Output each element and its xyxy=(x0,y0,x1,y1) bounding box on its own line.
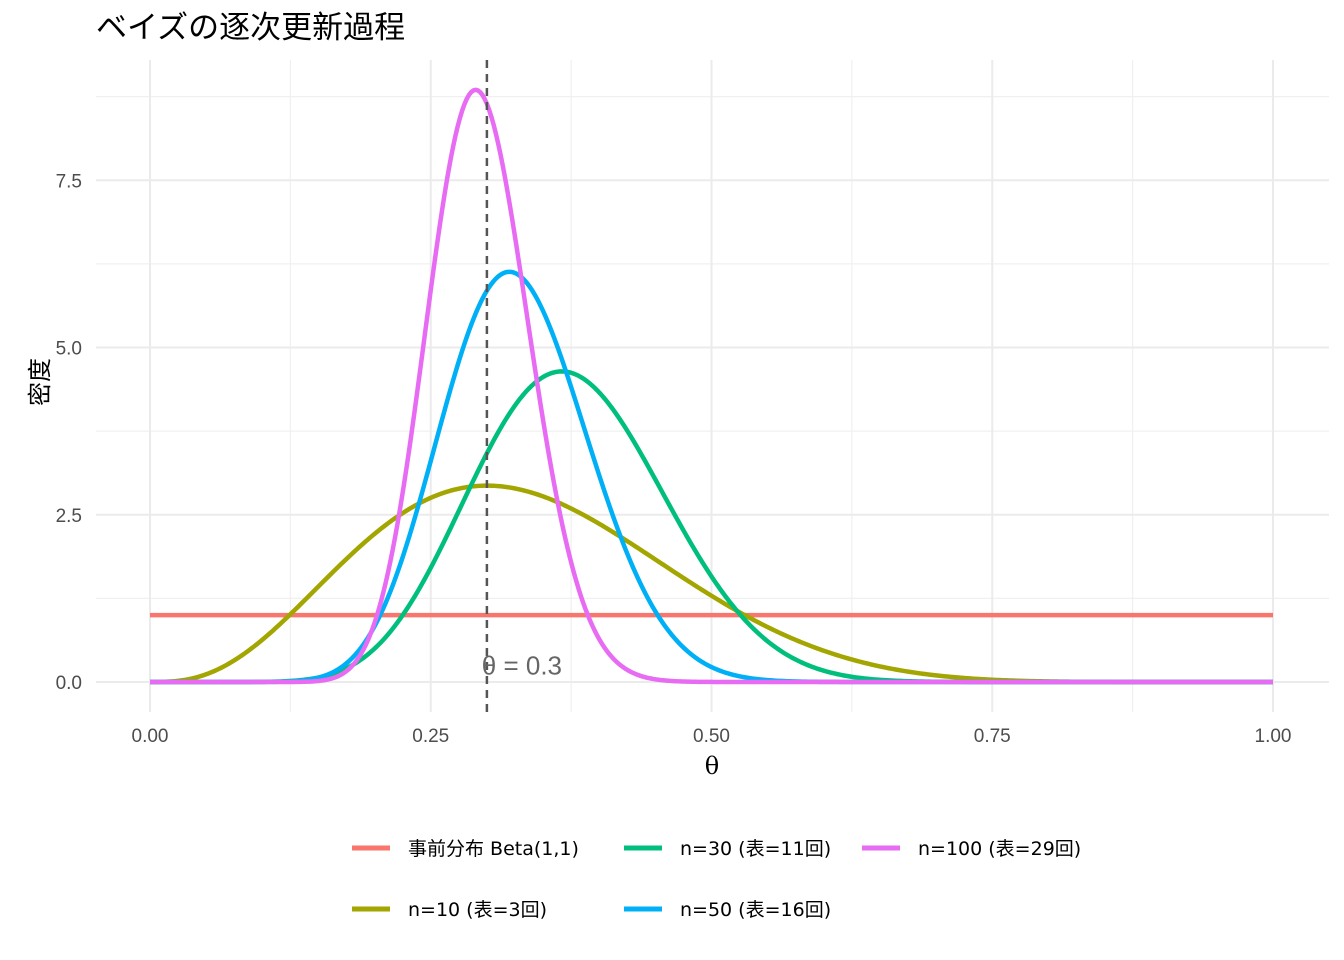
y-tick-label: 7.5 xyxy=(56,171,82,192)
legend-label-2: n=30 (表=11回) xyxy=(680,838,831,860)
series-line-4 xyxy=(150,87,1273,685)
y-tick-label: 0.0 xyxy=(56,673,82,694)
series-layer xyxy=(150,87,1273,685)
x-tick-label: 0.25 xyxy=(412,726,449,747)
legend-label-1: n=10 (表=3回) xyxy=(408,899,547,921)
y-axis-title: 密度 xyxy=(26,358,54,406)
legend-label-3: n=50 (表=16回) xyxy=(680,899,831,921)
x-tick-label: 1.00 xyxy=(1255,726,1292,747)
x-tick-label: 0.50 xyxy=(693,726,730,747)
legend-label-4: n=100 (表=29回) xyxy=(918,838,1081,860)
x-tick-label: 0.75 xyxy=(974,726,1011,747)
y-tick-label: 2.5 xyxy=(56,506,82,527)
x-tick-label: 0.00 xyxy=(132,726,169,747)
legend-label-0: 事前分布 Beta(1,1) xyxy=(408,838,579,860)
reference-annotation: θ = 0.3 xyxy=(482,650,562,680)
y-axis-ticks: 0.0 2.5 5.0 7.5 xyxy=(56,171,82,694)
x-axis-title: θ xyxy=(705,752,719,780)
y-tick-label: 5.0 xyxy=(56,339,82,360)
legend: 事前分布 Beta(1,1) n=10 (表=3回) n=30 (表=11回) n=5… xyxy=(352,838,1081,921)
x-axis-ticks: 0.00 0.25 0.50 0.75 1.00 xyxy=(132,726,1292,747)
chart-title: ベイズの逐次更新過程 xyxy=(96,10,405,46)
